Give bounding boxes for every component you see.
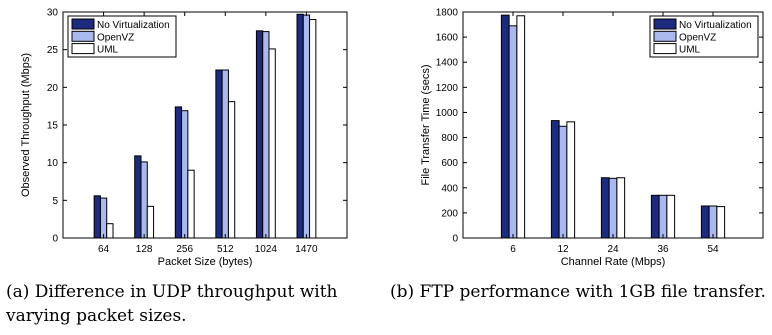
legend-label-b-2: UML xyxy=(679,45,701,56)
bar-b-s1-c4 xyxy=(708,205,718,239)
legend-label-a-2: UML xyxy=(97,45,119,56)
bar-b-s2-c3 xyxy=(666,194,676,239)
bar-a-s0-c3 xyxy=(215,69,223,239)
bar-b-s0-c3 xyxy=(650,194,660,239)
xtick-label-a-2: 256 xyxy=(176,244,193,255)
xtick-label-b-1: 12 xyxy=(557,244,569,255)
ytick-label-b-0: 0 xyxy=(452,234,458,245)
bar-b-s0-c4 xyxy=(700,205,710,239)
xtick-label-b-4: 54 xyxy=(707,244,719,255)
y-axis-label-a: Observed Throughput (Mbps) xyxy=(20,53,32,197)
ytick-label-b-4: 800 xyxy=(441,133,458,144)
xtick-label-b-3: 36 xyxy=(657,244,669,255)
bar-a-s2-c4 xyxy=(268,48,276,239)
bar-b-s2-c0 xyxy=(516,15,526,239)
legend-label-a-0: No Virtualization xyxy=(97,20,170,31)
bar-a-s1-c4 xyxy=(262,31,270,239)
legend-label-b-0: No Virtualization xyxy=(679,20,752,31)
bar-b-s1-c2 xyxy=(608,177,618,239)
bar-a-s2-c2 xyxy=(187,169,195,239)
xtick-label-a-4: 1024 xyxy=(255,244,278,255)
bar-a-s1-c5 xyxy=(302,14,311,239)
ytick-label-b-5: 1000 xyxy=(436,108,459,119)
bar-a-s0-c0 xyxy=(93,195,101,239)
bar-a-s2-c1 xyxy=(146,205,155,239)
ytick-label-b-7: 1400 xyxy=(436,58,459,69)
bar-b-s2-c1 xyxy=(566,121,576,239)
xtick-label-a-1: 128 xyxy=(136,244,153,255)
bar-b-s0-c2 xyxy=(600,177,610,239)
chart-b: 0 200 400 600 800 1000 1200 1400 1600 1800 6 12 24 36… xyxy=(420,8,764,268)
ytick-label-a-2: 10 xyxy=(47,158,59,169)
caption-b: (b) FTP performance with 1GB file transf… xyxy=(390,282,766,302)
ytick-label-a-1: 5 xyxy=(52,196,58,207)
bar-a-s1-c0 xyxy=(99,197,108,239)
legend-swatch-b-2 xyxy=(653,43,677,55)
legend-label-a-1: OpenVZ xyxy=(97,32,134,43)
bar-a-s0-c1 xyxy=(134,155,142,239)
xtick-label-a-5: 1470 xyxy=(295,244,318,255)
figure-canvas: 0 5 10 15 20 25 30 64 128 256 512 1024 1470 Packet Si… xyxy=(20,8,764,268)
bar-a-s1-c3 xyxy=(221,69,229,239)
ytick-label-a-4: 20 xyxy=(47,83,59,94)
ytick-label-b-8: 1600 xyxy=(436,33,459,44)
ytick-label-b-6: 1200 xyxy=(436,83,459,94)
bar-a-s2-c5 xyxy=(309,19,317,239)
bar-b-s2-c4 xyxy=(716,206,726,239)
ytick-label-a-0: 0 xyxy=(52,234,58,245)
legend-label-b-1: OpenVZ xyxy=(679,32,716,43)
xtick-label-b-2: 24 xyxy=(607,244,619,255)
y-axis-label-b: File Transfer Time (secs) xyxy=(420,64,432,185)
bar-a-s1-c2 xyxy=(181,110,189,239)
bar-b-s1-c3 xyxy=(658,194,668,239)
bar-b-s2-c2 xyxy=(616,177,626,239)
ytick-label-b-3: 600 xyxy=(441,158,458,169)
bar-b-s0-c0 xyxy=(500,14,510,239)
x-axis-label-a: Packet Size (bytes) xyxy=(158,256,253,268)
bar-a-s0-c5 xyxy=(296,13,304,239)
x-axis-label-b: Channel Rate (Mbps) xyxy=(561,256,666,268)
ytick-label-b-2: 400 xyxy=(441,183,458,194)
ytick-label-a-6: 30 xyxy=(47,8,59,19)
legend-swatch-a-1 xyxy=(71,30,95,42)
bar-a-s0-c4 xyxy=(255,30,264,239)
ytick-label-b-1: 200 xyxy=(441,208,458,219)
chart-a: 0 5 10 15 20 25 30 64 128 256 512 1024 1470 Packet Si… xyxy=(20,8,348,268)
bar-a-s1-c1 xyxy=(140,161,148,239)
ytick-label-a-3: 15 xyxy=(47,121,59,132)
legend-swatch-a-0 xyxy=(71,18,95,30)
ytick-label-a-5: 25 xyxy=(47,45,59,56)
bar-a-s2-c3 xyxy=(227,101,236,239)
bar-b-s1-c0 xyxy=(508,25,518,239)
bar-a-s0-c2 xyxy=(174,106,183,239)
ytick-label-b-9: 1800 xyxy=(436,8,459,19)
bar-b-s1-c1 xyxy=(558,125,568,239)
legend-swatch-b-1 xyxy=(653,30,677,42)
legend-swatch-b-0 xyxy=(653,18,677,30)
caption-a: (a) Difference in UDP throughput with va… xyxy=(6,282,338,326)
bar-a-s2-c0 xyxy=(106,223,114,239)
bar-b-s0-c1 xyxy=(550,120,560,239)
legend-swatch-a-2 xyxy=(71,43,95,55)
xtick-label-b-0: 6 xyxy=(510,244,516,255)
xtick-label-a-3: 512 xyxy=(217,244,234,255)
xtick-label-a-0: 64 xyxy=(98,244,110,255)
